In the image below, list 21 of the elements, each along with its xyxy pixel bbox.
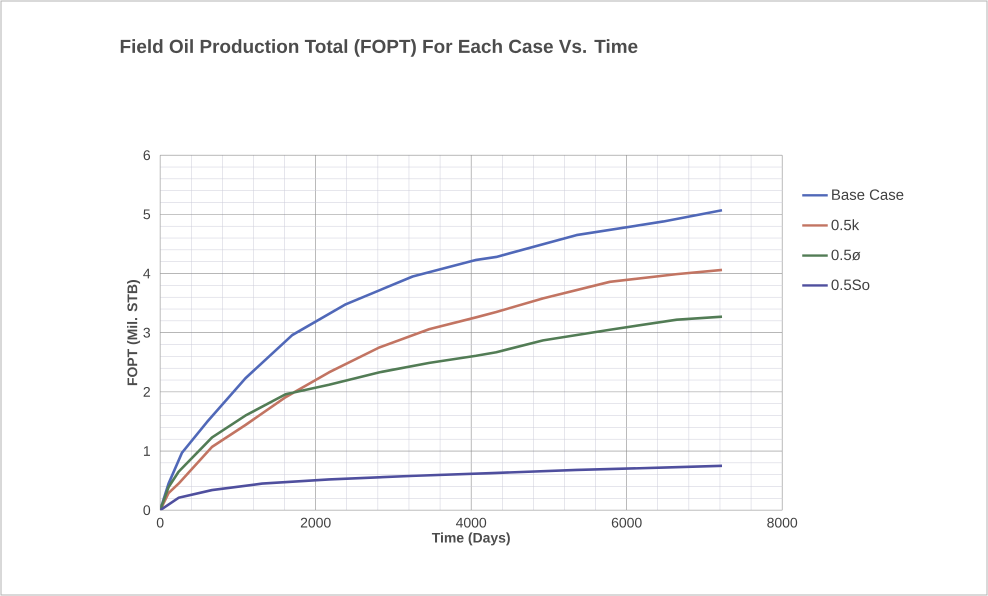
y-axis-title: FOPT (Mil. STB) [127, 280, 140, 386]
y-tick-label: 4 [143, 268, 150, 278]
y-tick-label: 2 [144, 386, 150, 397]
x-tick-label: 6000 [612, 518, 642, 528]
y-tick-label: 3 [143, 328, 150, 338]
x-axis-title: Time (Days) [432, 532, 510, 546]
legend-label: 0.5k [832, 219, 860, 230]
x-tick-label: 4000 [456, 518, 486, 528]
line-series [160, 315, 724, 510]
legend-label: Base Case [832, 189, 904, 200]
x-tick-label: 2000 [300, 518, 331, 528]
chart-title: Field Oil Production Total (FOPT) For Each Case Vs. Time [120, 39, 638, 57]
legend-label: 0.5ø [832, 250, 860, 260]
y-tick-label: 1 [144, 446, 150, 456]
x-tick-label: 8000 [767, 518, 798, 528]
y-tick-label: 5 [143, 210, 150, 220]
legend-label: 0.5So [832, 280, 870, 290]
line-series [160, 464, 724, 510]
y-tick-label: 6 [144, 150, 150, 160]
x-tick-label: 0 [156, 518, 164, 528]
y-tick-label: 0 [143, 505, 150, 516]
